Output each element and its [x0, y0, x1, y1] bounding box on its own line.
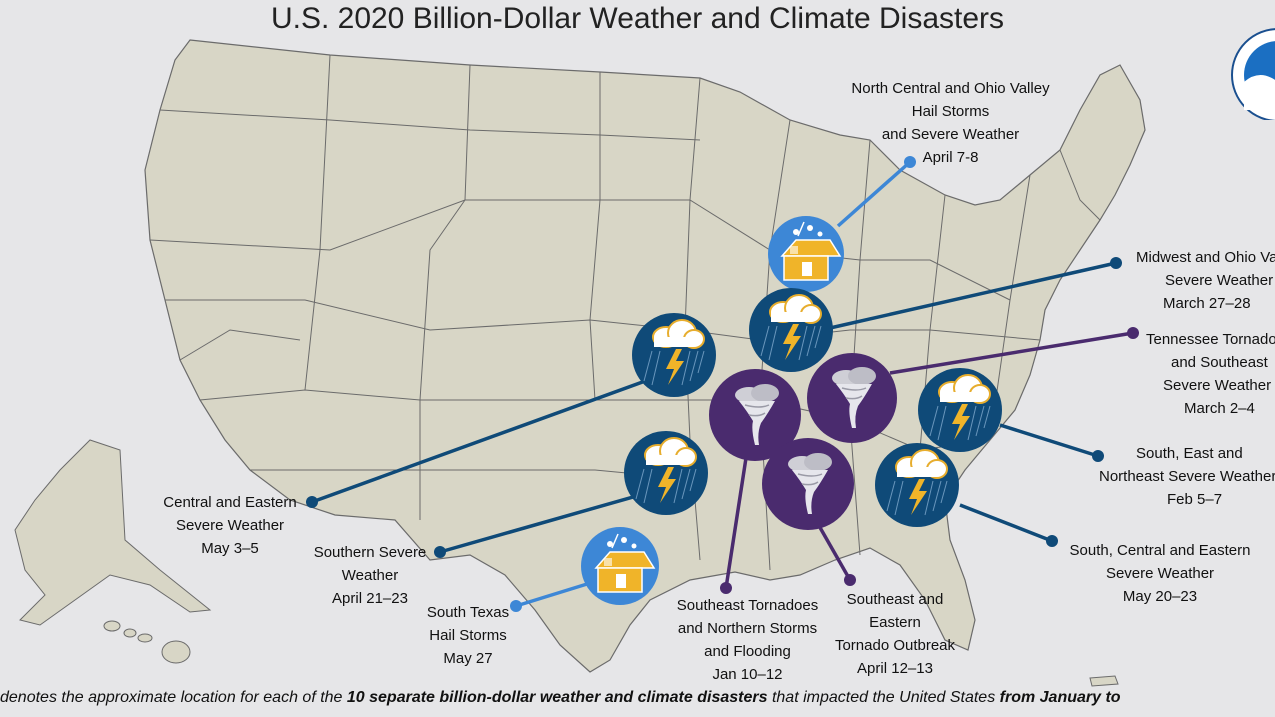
hawaii	[103, 620, 191, 664]
puerto-rico	[1089, 675, 1119, 687]
event-label-south-texas-hail: South Texas Hail Storms May 27	[426, 604, 510, 667]
event-icon-south-central-eastern	[875, 443, 959, 527]
noaa-logo	[1231, 28, 1275, 120]
event-icon-south-east-ne	[918, 368, 1002, 452]
event-label-south-central-eastern: South, Central and Eastern Severe Weather…	[1069, 542, 1251, 605]
event-label-midwest-ohio: Midwest and Ohio Valley Severe Weather M…	[1136, 249, 1275, 312]
connector-lines	[306, 156, 1139, 612]
footer-part-2: 10 separate billion-dollar weather and c…	[346, 689, 768, 706]
footer-caption: denotes the approximate location for eac…	[0, 689, 1275, 717]
event-label-tennessee-tornado: Tennessee Tornadoes and Southeast Severe…	[1146, 331, 1275, 417]
alaska	[14, 439, 212, 626]
event-label-nc-ohio-hail: North Central and Ohio Valley Hail Storms…	[851, 80, 1050, 166]
event-icon-central-eastern	[632, 313, 716, 397]
event-icon-nc-ohio-hail	[768, 216, 844, 292]
event-label-southern-severe: Southern Severe Weather April 21–23	[313, 544, 427, 607]
page-title: U.S. 2020 Billion-Dollar Weather and Cli…	[270, 2, 1005, 35]
footer-part-4: from January to	[999, 689, 1121, 706]
event-icon-midwest-ohio	[749, 288, 833, 372]
event-icon-se-eastern-outbreak	[762, 438, 854, 530]
event-icon-south-texas-hail	[581, 527, 659, 605]
event-icon-southern-severe	[624, 431, 708, 515]
event-icon-se-tornado-flooding	[709, 369, 801, 461]
event-label-se-eastern-outbreak: Southeast and Eastern Tornado Outbreak Apri…	[834, 591, 956, 677]
event-label-south-east-ne: South, East and Northeast Severe Weather…	[1099, 445, 1275, 508]
footer-part-1: denotes the approximate location for eac…	[0, 689, 347, 706]
footer-part-3: that impacted the United States	[767, 689, 1000, 706]
event-label-central-eastern: Central and Eastern Severe Weather May 3–5	[163, 494, 297, 557]
event-label-se-tornado-flooding: Southeast Tornadoes and Northern Storms an…	[676, 597, 819, 683]
event-icon-tennessee-tornado	[807, 353, 897, 443]
